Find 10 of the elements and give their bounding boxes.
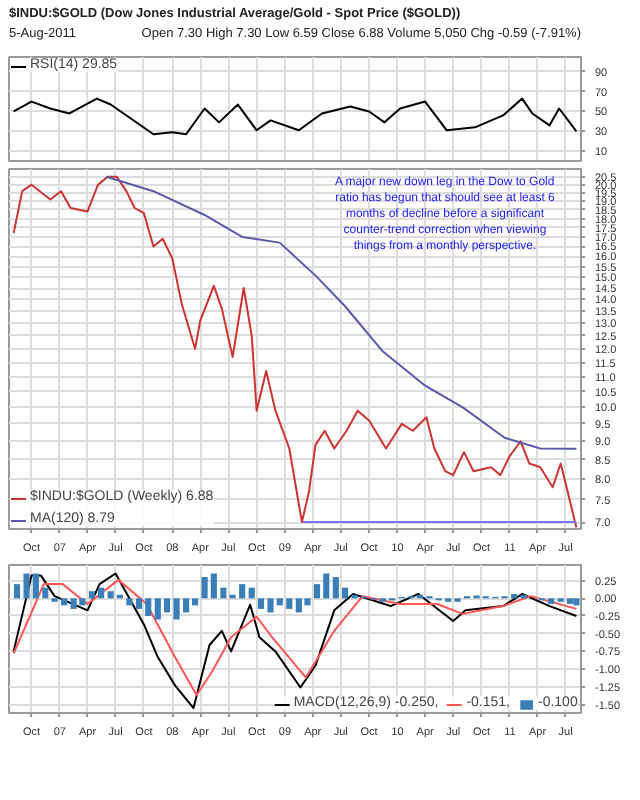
- bar: [70, 598, 77, 609]
- bar: [573, 598, 580, 606]
- bar: [79, 598, 86, 606]
- bar: [191, 598, 199, 606]
- line-series: [12, 175, 578, 529]
- bar: [566, 598, 573, 604]
- line-series: [12, 97, 578, 136]
- line-series: [105, 175, 578, 450]
- bar: [248, 587, 255, 599]
- bar: [304, 598, 311, 606]
